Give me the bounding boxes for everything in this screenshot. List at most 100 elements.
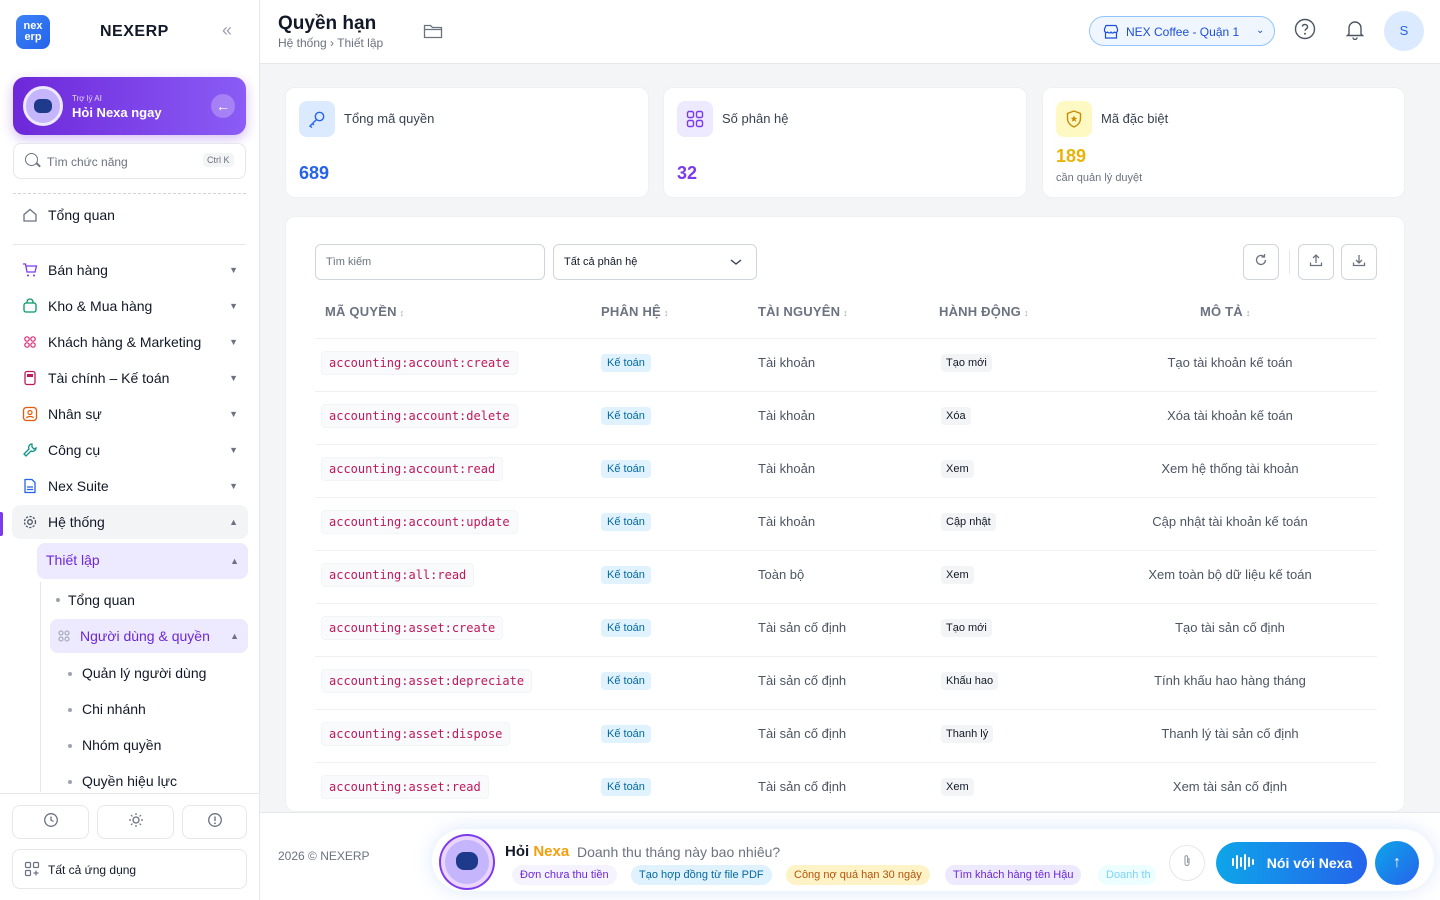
table-row[interactable]: accounting:all:read Kế toán Toàn bộ Xem …	[315, 550, 1377, 603]
soundwave-icon	[1231, 853, 1257, 873]
permission-code: accounting:asset:create	[321, 616, 504, 640]
sidebar-subitem-users-permissions[interactable]: Người dùng & quyền ▲	[50, 619, 248, 653]
resource-cell: Tài sản cố định	[758, 620, 847, 635]
table-row[interactable]: accounting:account:create Kế toán Tài kh…	[315, 338, 1377, 391]
brand-logo[interactable]: nex erp	[16, 15, 50, 49]
breadcrumb[interactable]: Hệ thống › Thiết lập	[278, 36, 384, 50]
suggestion-chip[interactable]: Đơn chưa thu tiền	[512, 865, 617, 885]
ai-assistant-card[interactable]: Trợ lý AI Hỏi Nexa ngay ←	[13, 77, 246, 135]
column-header-resource[interactable]: TÀI NGUYÊN ↕	[758, 304, 848, 319]
description-cell: Tạo tài sản cố định	[1175, 620, 1285, 635]
sidebar-item-tools[interactable]: Công cụ ▼	[12, 433, 248, 467]
report-issue-button[interactable]	[182, 805, 247, 839]
sort-icon[interactable]: ↕	[843, 308, 848, 318]
sidebar-search-input[interactable]: Tìm chức năng Ctrl K	[13, 143, 246, 179]
nexa-avatar[interactable]	[441, 836, 493, 888]
action-badge: Khấu hao	[941, 672, 999, 690]
help-button[interactable]	[1291, 17, 1319, 45]
history-button[interactable]	[12, 805, 89, 839]
sidebar-subitem-setup[interactable]: Thiết lập ▲	[37, 543, 248, 579]
talk-to-nexa-button[interactable]: Nói với Nexa	[1216, 842, 1367, 884]
bag-icon	[21, 297, 39, 315]
store-selector[interactable]: NEX Coffee - Quận 1 ⌄	[1089, 16, 1275, 46]
user-avatar[interactable]: S	[1384, 11, 1424, 51]
caret-down-icon: ▼	[229, 373, 238, 383]
table-row[interactable]: accounting:asset:create Kế toán Tài sản …	[315, 603, 1377, 656]
module-filter-select[interactable]: Tất cả phân hệ	[553, 244, 757, 280]
row-divider	[315, 550, 1377, 551]
sidebar-item-system[interactable]: Hệ thống ▲	[12, 505, 248, 539]
sort-icon[interactable]: ↕	[399, 308, 405, 318]
all-apps-button[interactable]: Tất cả ứng dụng	[12, 849, 247, 889]
arrow-left-icon[interactable]: ←	[211, 94, 235, 118]
table-row[interactable]: accounting:asset:dispose Kế toán Tài sản…	[315, 709, 1377, 762]
brand-name: NEXERP	[100, 23, 169, 40]
caret-down-icon: ▼	[229, 409, 238, 419]
upload-button[interactable]	[1298, 244, 1334, 280]
store-name: NEX Coffee - Quận 1	[1126, 25, 1240, 39]
suggestion-chip[interactable]: Tìm khách hàng tên Hậu	[945, 865, 1082, 885]
sidebar-item-inventory[interactable]: Kho & Mua hàng ▼	[12, 289, 248, 323]
column-header-module[interactable]: PHÂN HỆ ↕	[601, 304, 669, 319]
resource-cell: Tài khoản	[758, 408, 816, 423]
bullet	[56, 598, 60, 602]
description-cell: Xóa tài khoản kế toán	[1167, 408, 1293, 423]
suggestion-chip[interactable]: Tạo hợp đồng từ file PDF	[631, 865, 772, 885]
column-header-action[interactable]: HÀNH ĐỘNG ↕	[939, 304, 1029, 319]
attach-button[interactable]	[1169, 845, 1205, 881]
suggestion-chip[interactable]: Doanh th	[1098, 865, 1156, 885]
top-header: Quyền hạn Hệ thống › Thiết lập NEX Coffe…	[260, 0, 1440, 64]
permission-code: accounting:asset:dispose	[321, 722, 511, 746]
divider	[13, 193, 246, 194]
sidebar-item-nex-suite[interactable]: Nex Suite ▼	[12, 469, 248, 503]
refresh-button[interactable]	[1243, 244, 1279, 280]
table-row[interactable]: accounting:account:delete Kế toán Tài kh…	[315, 391, 1377, 444]
column-header-label: MÃ QUYỀN	[325, 304, 397, 319]
sidebar-subitem-label: Thiết lập	[46, 552, 100, 568]
column-header-code[interactable]: MÃ QUYỀN ↕	[325, 304, 404, 319]
sort-icon[interactable]: ↕	[1245, 308, 1251, 318]
notifications-button[interactable]	[1341, 17, 1369, 45]
suggestion-chip[interactable]: Công nợ quá hạn 30 ngày	[786, 865, 930, 885]
stat-value: 689	[299, 163, 330, 183]
document-icon	[21, 477, 39, 495]
table-row[interactable]: accounting:account:update Kế toán Tài kh…	[315, 497, 1377, 550]
sort-icon[interactable]: ↕	[663, 308, 669, 318]
table-row[interactable]: accounting:asset:read Kế toán Tài sản cố…	[315, 762, 1377, 811]
table-row[interactable]: accounting:account:read Kế toán Tài khoả…	[315, 444, 1377, 497]
stat-label: Số phân hệ	[722, 111, 789, 126]
all-apps-label: Tất cả ứng dụng	[48, 863, 137, 877]
sidebar-item-hr[interactable]: Nhân sự ▼	[12, 397, 248, 431]
store-icon	[1103, 24, 1119, 44]
sidebar-subitem-overview[interactable]: Tổng quan	[50, 583, 248, 617]
bullet	[68, 780, 72, 784]
download-button[interactable]	[1341, 244, 1377, 280]
paperclip-icon	[1181, 854, 1193, 873]
sort-icon[interactable]: ↕	[1023, 308, 1029, 318]
sidebar-item-finance[interactable]: Tài chính – Kế toán ▼	[12, 361, 248, 395]
chat-input[interactable]: Doanh thu tháng này bao nhiêu?	[577, 844, 781, 860]
table-search-input[interactable]: Tìm kiếm	[315, 244, 545, 280]
module-badge: Kế toán	[601, 354, 651, 372]
permission-code: accounting:account:update	[321, 510, 518, 534]
module-filter-value: Tất cả phân hệ	[564, 256, 638, 268]
theme-button[interactable]	[97, 805, 174, 839]
action-badge: Xóa	[941, 407, 971, 425]
column-header-description[interactable]: MÔ TẢ ↕	[1200, 304, 1251, 319]
sidebar-item-customers[interactable]: Khách hàng & Marketing ▼	[12, 325, 248, 359]
stat-value: 189	[1056, 146, 1087, 166]
table-row[interactable]: accounting:asset:depreciate Kế toán Tài …	[315, 656, 1377, 709]
sidebar-item-label: Tổng quan	[48, 207, 115, 223]
chevron-down-icon	[730, 259, 742, 265]
sidebar-item-label: Tài chính – Kế toán	[48, 370, 170, 386]
folder-icon[interactable]	[423, 22, 443, 45]
caret-up-icon: ▲	[229, 517, 238, 527]
column-header-label: PHÂN HỆ	[601, 304, 661, 319]
page-title: Quyền hạn	[278, 13, 377, 34]
send-button[interactable]: ↑	[1375, 841, 1419, 885]
collapse-sidebar-icon[interactable]: «	[222, 20, 233, 40]
description-cell: Thanh lý tài sản cố định	[1161, 726, 1299, 741]
sidebar-item-sales[interactable]: Bán hàng ▼	[12, 253, 248, 287]
sidebar-item-overview[interactable]: Tổng quan	[12, 198, 248, 232]
permission-code: accounting:asset:depreciate	[321, 669, 533, 693]
